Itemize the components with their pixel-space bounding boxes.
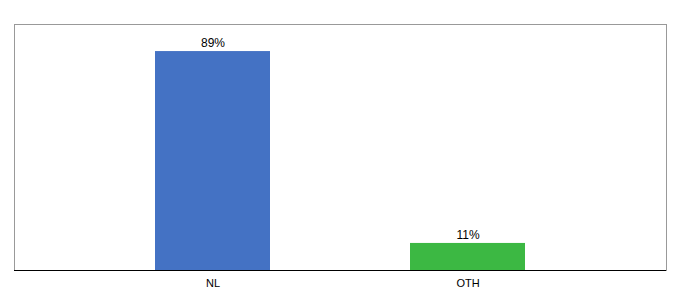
svg-text:NL: NL bbox=[206, 277, 220, 289]
svg-text:OTH: OTH bbox=[456, 277, 479, 289]
svg-text:89%: 89% bbox=[201, 36, 225, 50]
svg-text:11%: 11% bbox=[456, 228, 479, 242]
